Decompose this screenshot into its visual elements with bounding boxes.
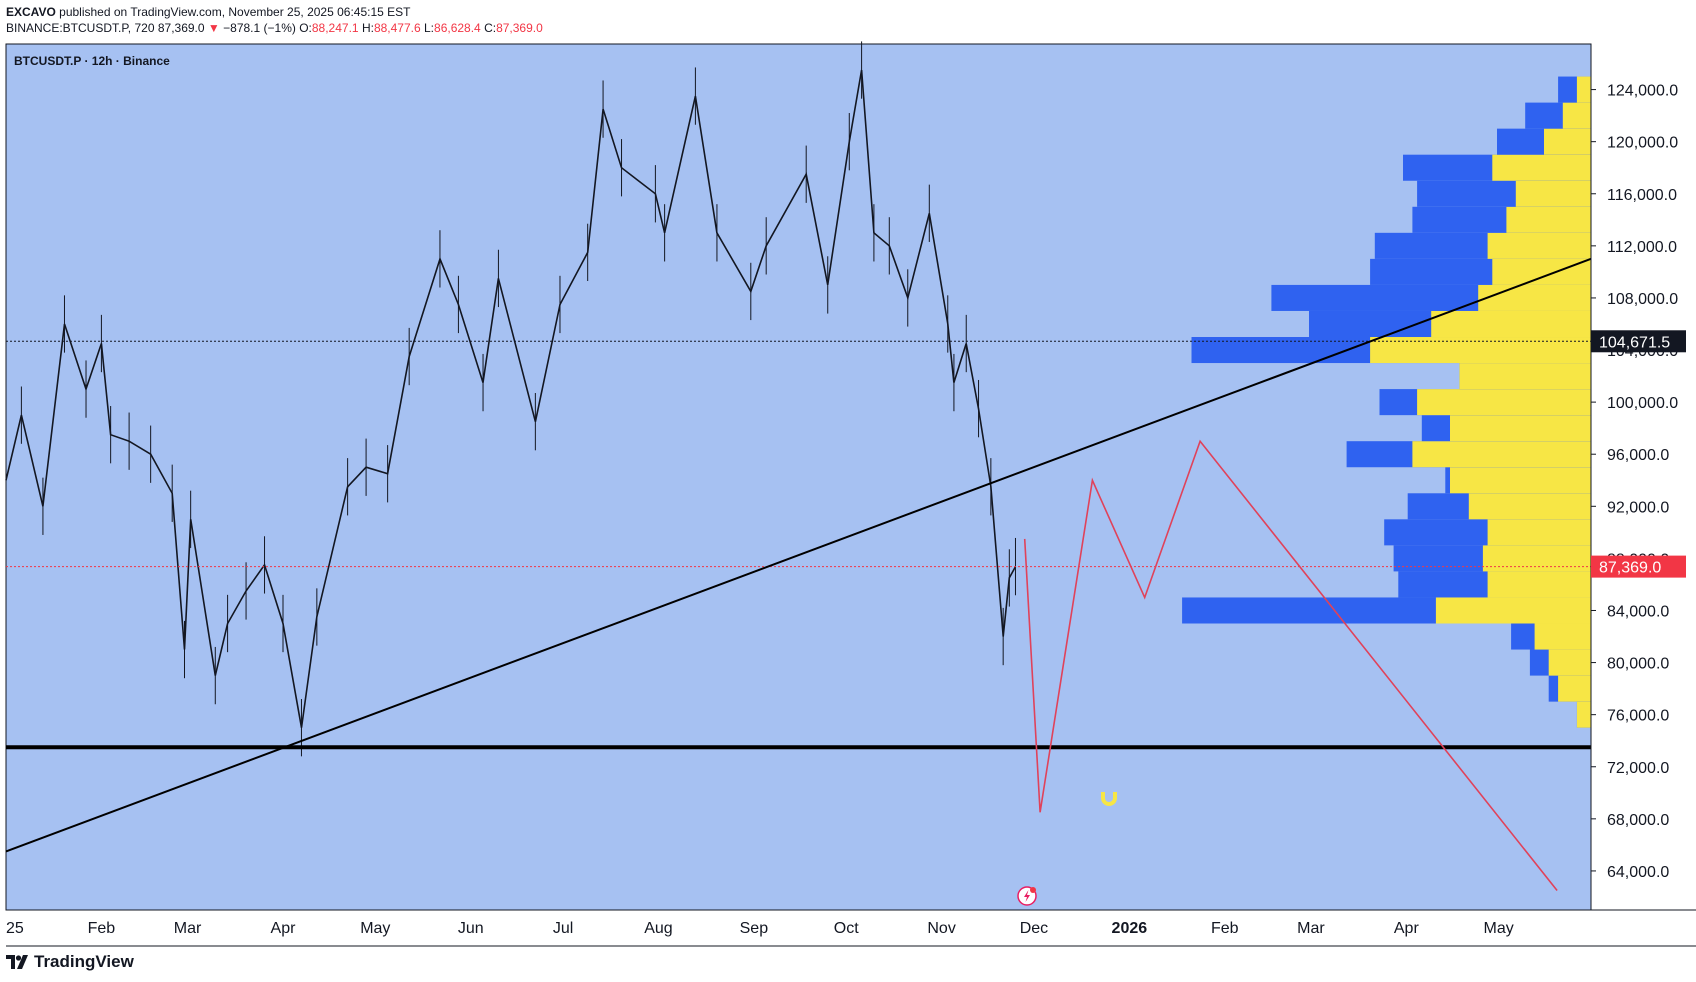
profile-bar-yellow	[1548, 649, 1591, 676]
x-tick-label: Apr	[1394, 920, 1420, 937]
footer-brand: TradingView	[34, 952, 134, 971]
poc-price-label: 104,671.5	[1599, 334, 1670, 351]
ohlc-legend: BINANCE:BTCUSDT.P, 720 87,369.0 ▼ −878.1…	[6, 21, 543, 35]
y-tick-label: 68,000.0	[1607, 812, 1669, 829]
x-tick-label: Jul	[553, 920, 573, 937]
x-tick-label: Nov	[927, 920, 955, 937]
profile-bar-yellow	[1431, 310, 1591, 338]
publish-info: EXCAVO published on TradingView.com, Nov…	[6, 5, 410, 19]
tradingview-logo-icon	[6, 955, 28, 969]
published-text: published on TradingView.com, November 2…	[59, 5, 411, 19]
high-value: 88,477.6	[373, 21, 421, 35]
x-tick-label: Mar	[1297, 920, 1325, 937]
time-axis-background[interactable]	[6, 910, 1591, 946]
x-tick-label: Oct	[834, 920, 859, 937]
profile-bar-yellow	[1544, 128, 1591, 155]
profile-bar-yellow	[1435, 597, 1591, 624]
profile-bar-yellow	[1478, 284, 1591, 311]
x-tick-label: Jun	[458, 920, 484, 937]
y-tick-label: 84,000.0	[1607, 603, 1669, 620]
y-tick-label: 96,000.0	[1607, 447, 1669, 464]
y-tick-label: 72,000.0	[1607, 760, 1669, 777]
x-tick-label: Sep	[740, 920, 769, 937]
y-tick-label: 124,000.0	[1607, 83, 1678, 100]
y-tick-label: 80,000.0	[1607, 656, 1669, 673]
open-label: O:	[299, 21, 312, 35]
x-tick-label: Mar	[174, 920, 202, 937]
profile-bar-yellow	[1534, 623, 1591, 650]
profile-bar-yellow	[1506, 206, 1591, 233]
profile-bar-yellow	[1558, 675, 1591, 702]
x-tick-label: Apr	[271, 920, 297, 937]
y-tick-label: 64,000.0	[1607, 864, 1669, 881]
profile-bar-yellow	[1468, 493, 1591, 520]
symbol-label: BINANCE:BTCUSDT.P, 720	[6, 21, 155, 35]
x-tick-label: 2026	[1112, 920, 1148, 937]
plot-background[interactable]	[5, 43, 1592, 911]
trendline[interactable]	[5, 257, 1592, 853]
profile-bar-yellow	[1487, 519, 1591, 546]
price-series	[5, 41, 1017, 757]
y-tick-label: 100,000.0	[1607, 395, 1678, 412]
close-value: 87,369.0	[496, 21, 543, 35]
profile-bar-yellow	[1576, 701, 1591, 728]
price-line	[5, 69, 1017, 728]
chart-canvas[interactable]: 64,000.0 68,000.0 72,000.0 76,000.0 80,000.0…	[0, 0, 1696, 950]
author-name[interactable]: EXCAVO	[6, 5, 56, 19]
price-axis-background[interactable]	[1591, 44, 1696, 910]
chart-title: BTCUSDT.P · 12h · Binance	[14, 54, 170, 68]
x-tick-label: Dec	[1020, 920, 1048, 937]
x-tick-label: May	[360, 920, 390, 937]
tradingview-footer[interactable]: TradingView	[6, 952, 134, 972]
profile-bar-yellow	[1412, 441, 1591, 468]
y-tick-label: 92,000.0	[1607, 499, 1669, 516]
profile-bar-yellow	[1417, 389, 1591, 416]
profile-bar-yellow	[1450, 467, 1591, 494]
last-price-tag[interactable]	[1591, 555, 1686, 578]
profile-bar-yellow	[1459, 363, 1591, 390]
profile-bar-yellow	[1482, 545, 1591, 572]
change-value: −878.1 (−1%)	[223, 21, 296, 35]
profile-bar-yellow	[1576, 76, 1591, 103]
profile-bar-yellow	[1487, 232, 1591, 259]
profile-bar-yellow	[1562, 102, 1591, 129]
x-tick-label: Feb	[1211, 920, 1239, 937]
magnet-icon[interactable]	[1101, 792, 1117, 806]
low-label: L:	[424, 21, 435, 35]
change-arrow-icon: ▼	[207, 21, 220, 35]
x-tick-label: 25	[6, 920, 24, 937]
y-tick-label: 116,000.0	[1607, 187, 1677, 204]
y-tick-label: 112,000.0	[1607, 239, 1677, 256]
high-label: H:	[361, 21, 374, 35]
profile-bar-yellow	[1492, 258, 1591, 285]
profile-bar-yellow	[1515, 180, 1591, 207]
close-label: C:	[484, 21, 497, 35]
profile-bar-yellow	[1450, 415, 1591, 442]
poc-price-tag[interactable]	[1591, 330, 1686, 353]
open-value: 88,247.1	[311, 21, 359, 35]
x-tick-label: May	[1484, 920, 1514, 937]
last-price-label: 87,369.0	[1599, 560, 1661, 577]
lightning-icon[interactable]	[1017, 886, 1037, 906]
drawings[interactable]	[5, 257, 1592, 891]
y-tick-label: 76,000.0	[1607, 708, 1669, 725]
x-tick-label: Feb	[88, 920, 116, 937]
last-price-value: 87,369.0	[157, 21, 205, 35]
profile-bar-yellow	[1492, 154, 1591, 181]
axes[interactable]: 64,000.0 68,000.0 72,000.0 76,000.0 80,000.0…	[6, 44, 1696, 947]
profile-bar-yellow	[1487, 571, 1591, 598]
y-tick-label: 120,000.0	[1607, 135, 1678, 152]
projection-path[interactable]	[1023, 439, 1558, 891]
x-tick-label: Aug	[644, 920, 672, 937]
low-value: 86,628.4	[434, 21, 481, 35]
y-tick-label: 108,000.0	[1607, 291, 1678, 308]
